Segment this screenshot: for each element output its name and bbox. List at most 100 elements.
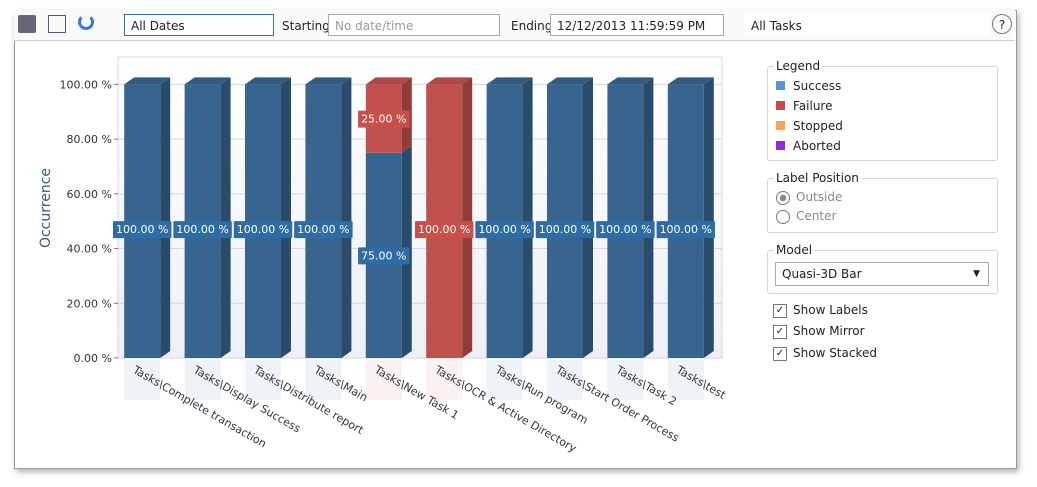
y-tick-label: 20.00 % [67, 297, 112, 310]
label-position-group: Label Position Outside Center [767, 171, 998, 233]
bar-top [607, 77, 654, 85]
legend-label: Stopped [793, 119, 843, 133]
toolbar: All Dates Starting: No date/time Ending:… [14, 10, 1015, 41]
y-tick-label: 40.00 % [67, 243, 112, 256]
value-label: 75.00 % [361, 249, 406, 262]
value-label: 100.00 % [176, 223, 228, 236]
value-label: 100.00 % [660, 223, 712, 236]
value-label: 100.00 % [539, 223, 591, 236]
bar-side [522, 77, 533, 358]
task-filter-select[interactable]: All Tasks [744, 14, 989, 36]
value-label-bg [475, 221, 534, 239]
legend-item: Success [776, 79, 841, 93]
value-label-bg [414, 221, 474, 239]
legend-title: Legend [774, 59, 823, 73]
checkbox[interactable]: ✓ Show Mirror [773, 324, 865, 339]
legend-swatch [776, 141, 785, 150]
value-label: 100.00 % [297, 223, 349, 236]
bar-side [643, 77, 654, 358]
y-tick-label: 60.00 % [67, 188, 112, 201]
radio-option[interactable]: Center [776, 209, 836, 224]
y-tick-label: 100.00 % [60, 78, 112, 91]
export-button[interactable] [48, 15, 66, 33]
checkbox[interactable]: ✓ Show Labels [773, 303, 868, 318]
legend-swatch [776, 81, 785, 90]
bar-mirror [365, 360, 402, 400]
bar-mirror [184, 360, 221, 400]
legend-label: Aborted [793, 139, 841, 153]
bar-side [703, 77, 714, 358]
starting-input[interactable]: No date/time [328, 14, 500, 36]
value-label: 100.00 % [237, 223, 289, 236]
model-group: Model Quasi-3D Bar ▼ [767, 243, 998, 294]
value-label-bg [596, 221, 655, 239]
value-label: 25.00 % [361, 113, 406, 126]
bar-mirror [426, 360, 463, 400]
bar-mirror [124, 360, 161, 400]
value-label: 100.00 % [478, 223, 530, 236]
bar-top [124, 77, 171, 85]
refresh-button[interactable] [78, 14, 94, 30]
checkbox-label: Show Mirror [793, 324, 865, 338]
y-tick-label: 0.00 % [74, 352, 112, 365]
bar-mirror [607, 360, 644, 400]
bar-top [547, 77, 593, 85]
checkbox-label: Show Stacked [793, 346, 877, 360]
bar-top [184, 77, 231, 85]
y-axis-label: Occurrence [38, 168, 54, 248]
date-range-select[interactable]: All Dates [124, 14, 274, 36]
bar-top [245, 77, 291, 85]
value-label-bg [173, 221, 232, 239]
model-value: Quasi-3D Bar [782, 267, 862, 281]
group-title: Label Position [774, 171, 861, 185]
starting-label: Starting: [282, 19, 334, 33]
bar-side [583, 77, 593, 358]
bar-side [462, 77, 473, 358]
legend-swatch [776, 121, 785, 130]
value-label: 100.00 % [116, 223, 168, 236]
bar-mirror [486, 360, 523, 400]
group-title: Model [774, 243, 815, 257]
value-label-bg [112, 221, 172, 239]
bar-side [160, 77, 171, 358]
legend: Legend Success Failure Stopped Aborted [767, 59, 998, 161]
value-label-bg [656, 221, 716, 239]
bar-top [667, 77, 714, 85]
bar-side [220, 77, 231, 358]
bar-top [426, 77, 473, 85]
chart: Occurrence 0.00 % 20.00 % 40.00 % 60.00 % 80… [38, 56, 728, 455]
model-select[interactable]: Quasi-3D Bar ▼ [775, 262, 989, 286]
value-label-bg [358, 110, 410, 128]
legend-swatch [776, 101, 785, 110]
ending-input[interactable]: 12/12/2013 11:59:59 PM [550, 14, 724, 36]
value-label-bg [535, 221, 595, 239]
value-label-bg [233, 221, 293, 239]
radio-label: Center [796, 209, 837, 223]
print-button[interactable] [18, 15, 36, 33]
ending-label: Ending: [511, 19, 557, 33]
bar-mirror [667, 360, 704, 400]
legend-label: Failure [793, 99, 833, 113]
value-label-bg [294, 221, 353, 239]
bar-side [281, 77, 291, 358]
radio-label: Outside [796, 190, 843, 204]
bar-top [486, 77, 533, 85]
help-button[interactable]: ? [992, 14, 1012, 34]
legend-label: Success [793, 79, 842, 93]
y-tick-label: 80.00 % [67, 133, 112, 146]
legend-item: Aborted [776, 139, 841, 153]
legend-item: Stopped [776, 119, 843, 133]
value-label: 100.00 % [418, 223, 470, 236]
bar-mirror [547, 360, 583, 400]
bar-top [305, 77, 352, 85]
checkbox[interactable]: ✓ Show Stacked [773, 346, 877, 361]
bar-mirror [245, 360, 281, 400]
bar-top [365, 77, 412, 85]
value-label-bg [358, 247, 410, 265]
checkbox-label: Show Labels [793, 303, 868, 317]
radio-option[interactable]: Outside [776, 190, 842, 205]
legend-item: Failure [776, 99, 832, 113]
bar-mirror [305, 360, 342, 400]
bar-side [341, 77, 352, 358]
